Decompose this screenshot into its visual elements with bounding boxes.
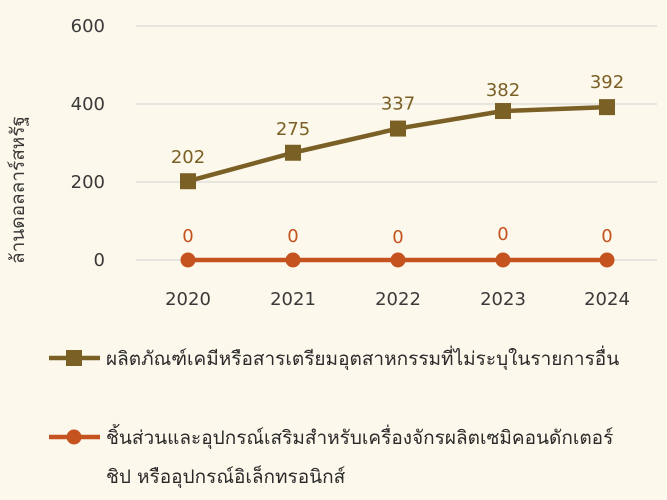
data-point [180, 173, 196, 190]
data-label: 0 [601, 226, 612, 247]
x-tick-label: 2022 [375, 289, 421, 310]
y-axis-ticks: 0 200 400 600 [71, 16, 105, 271]
y-axis-label: ล้านดอลลาร์สหรัฐ [7, 116, 29, 264]
data-label: 0 [182, 226, 193, 247]
data-label: 0 [287, 226, 298, 247]
series-line-1 [187, 104, 608, 184]
data-label: 392 [590, 72, 624, 93]
x-tick-label: 2023 [480, 289, 526, 310]
x-axis-ticks: 2020 2021 2022 2023 2024 [165, 289, 630, 310]
data-point [390, 252, 406, 268]
y-tick-label: 200 [71, 172, 105, 193]
data-label: 0 [392, 227, 403, 248]
data-point [495, 103, 511, 120]
y-tick-label: 600 [71, 16, 105, 37]
x-tick-label: 2021 [270, 289, 316, 310]
legend-marker-2 [66, 429, 82, 445]
gridlines [136, 25, 657, 261]
legend: ผลิตภัณฑ์เคมีหรือสารเตรียมอุตสาหกรรมที่ไ… [49, 345, 619, 489]
data-point [599, 99, 615, 116]
data-point [285, 252, 301, 268]
legend-label-2-line-1: ชิ้นส่วนและอุปกรณ์เสริมสำหรับเครื่องจักร… [106, 424, 613, 450]
data-label: 382 [486, 80, 520, 101]
series [180, 99, 615, 268]
x-tick-label: 2020 [165, 289, 211, 310]
y-tick-label: 0 [94, 250, 105, 271]
legend-marker-1 [66, 350, 82, 366]
data-point [390, 120, 406, 137]
data-point [495, 252, 511, 268]
data-label: 275 [276, 119, 310, 140]
x-tick-label: 2024 [584, 289, 630, 310]
data-label: 337 [381, 94, 415, 115]
y-tick-label: 400 [71, 94, 105, 115]
data-point [180, 252, 196, 268]
data-label: 0 [497, 224, 508, 245]
data-label: 202 [171, 147, 205, 168]
legend-label-2-line-2: ชิป หรืออุปกรณ์อิเล็กทรอนิกส์ [106, 464, 346, 489]
data-point [599, 252, 615, 268]
data-labels: 202 275 337 382 392 0 0 0 0 0 [171, 72, 624, 248]
legend-label-1: ผลิตภัณฑ์เคมีหรือสารเตรียมอุตสาหกรรมที่ไ… [106, 345, 619, 371]
data-point [285, 144, 301, 161]
